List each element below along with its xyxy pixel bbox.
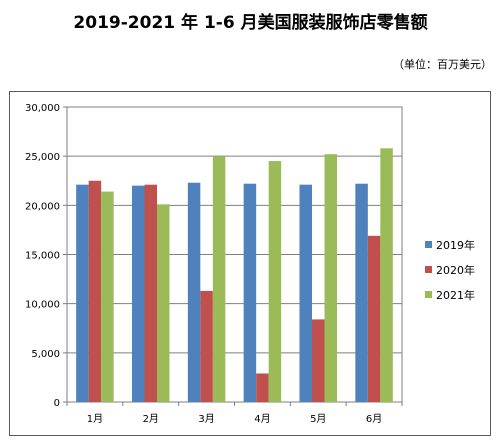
bar xyxy=(157,204,170,402)
legend: 2019年 2020年 2021年 xyxy=(425,232,475,307)
bar xyxy=(367,235,381,402)
x-tick-label: 5月 xyxy=(310,413,326,425)
bar xyxy=(76,184,89,402)
bar xyxy=(268,161,282,402)
x-tick-label: 2月 xyxy=(143,413,159,425)
y-tick-label: 30,000 xyxy=(25,103,60,114)
x-tick-label: 3月 xyxy=(198,413,214,425)
legend-swatch-2021 xyxy=(425,291,432,298)
bar xyxy=(355,183,368,402)
legend-label-2019: 2019年 xyxy=(436,238,475,252)
bar xyxy=(312,319,325,402)
chart-title: 2019-2021 年 1-6 月美国服装服饰店零售额 xyxy=(73,13,428,33)
bar xyxy=(101,191,114,402)
y-tick-label: 0 xyxy=(54,398,60,409)
y-tick-label: 20,000 xyxy=(25,201,60,212)
bar xyxy=(88,180,102,402)
legend-item-2020: 2020年 xyxy=(425,257,475,282)
bar xyxy=(324,154,337,402)
legend-label-2020: 2020年 xyxy=(436,263,475,277)
bar xyxy=(187,182,201,402)
bar xyxy=(380,148,393,402)
y-tick-label: 5,000 xyxy=(31,349,60,360)
y-tick-label: 15,000 xyxy=(25,251,60,262)
y-tick-label: 10,000 xyxy=(25,300,60,311)
bar xyxy=(299,184,312,402)
y-tick-label: 25,000 xyxy=(25,152,60,163)
legend-item-2021: 2021年 xyxy=(425,282,475,307)
bar xyxy=(256,373,269,402)
bar xyxy=(212,156,226,402)
legend-swatch-2019 xyxy=(425,241,432,248)
bar xyxy=(144,184,157,402)
x-tick-label: 1月 xyxy=(87,413,103,425)
bar xyxy=(200,290,213,402)
legend-label-2021: 2021年 xyxy=(436,288,475,302)
legend-swatch-2020 xyxy=(425,266,432,273)
x-tick-label: 4月 xyxy=(254,413,270,425)
x-tick-label: 6月 xyxy=(366,413,382,425)
bar xyxy=(243,183,257,402)
unit-note: （单位：百万美元） xyxy=(393,58,492,71)
bar xyxy=(132,185,145,402)
legend-item-2019: 2019年 xyxy=(425,232,475,257)
